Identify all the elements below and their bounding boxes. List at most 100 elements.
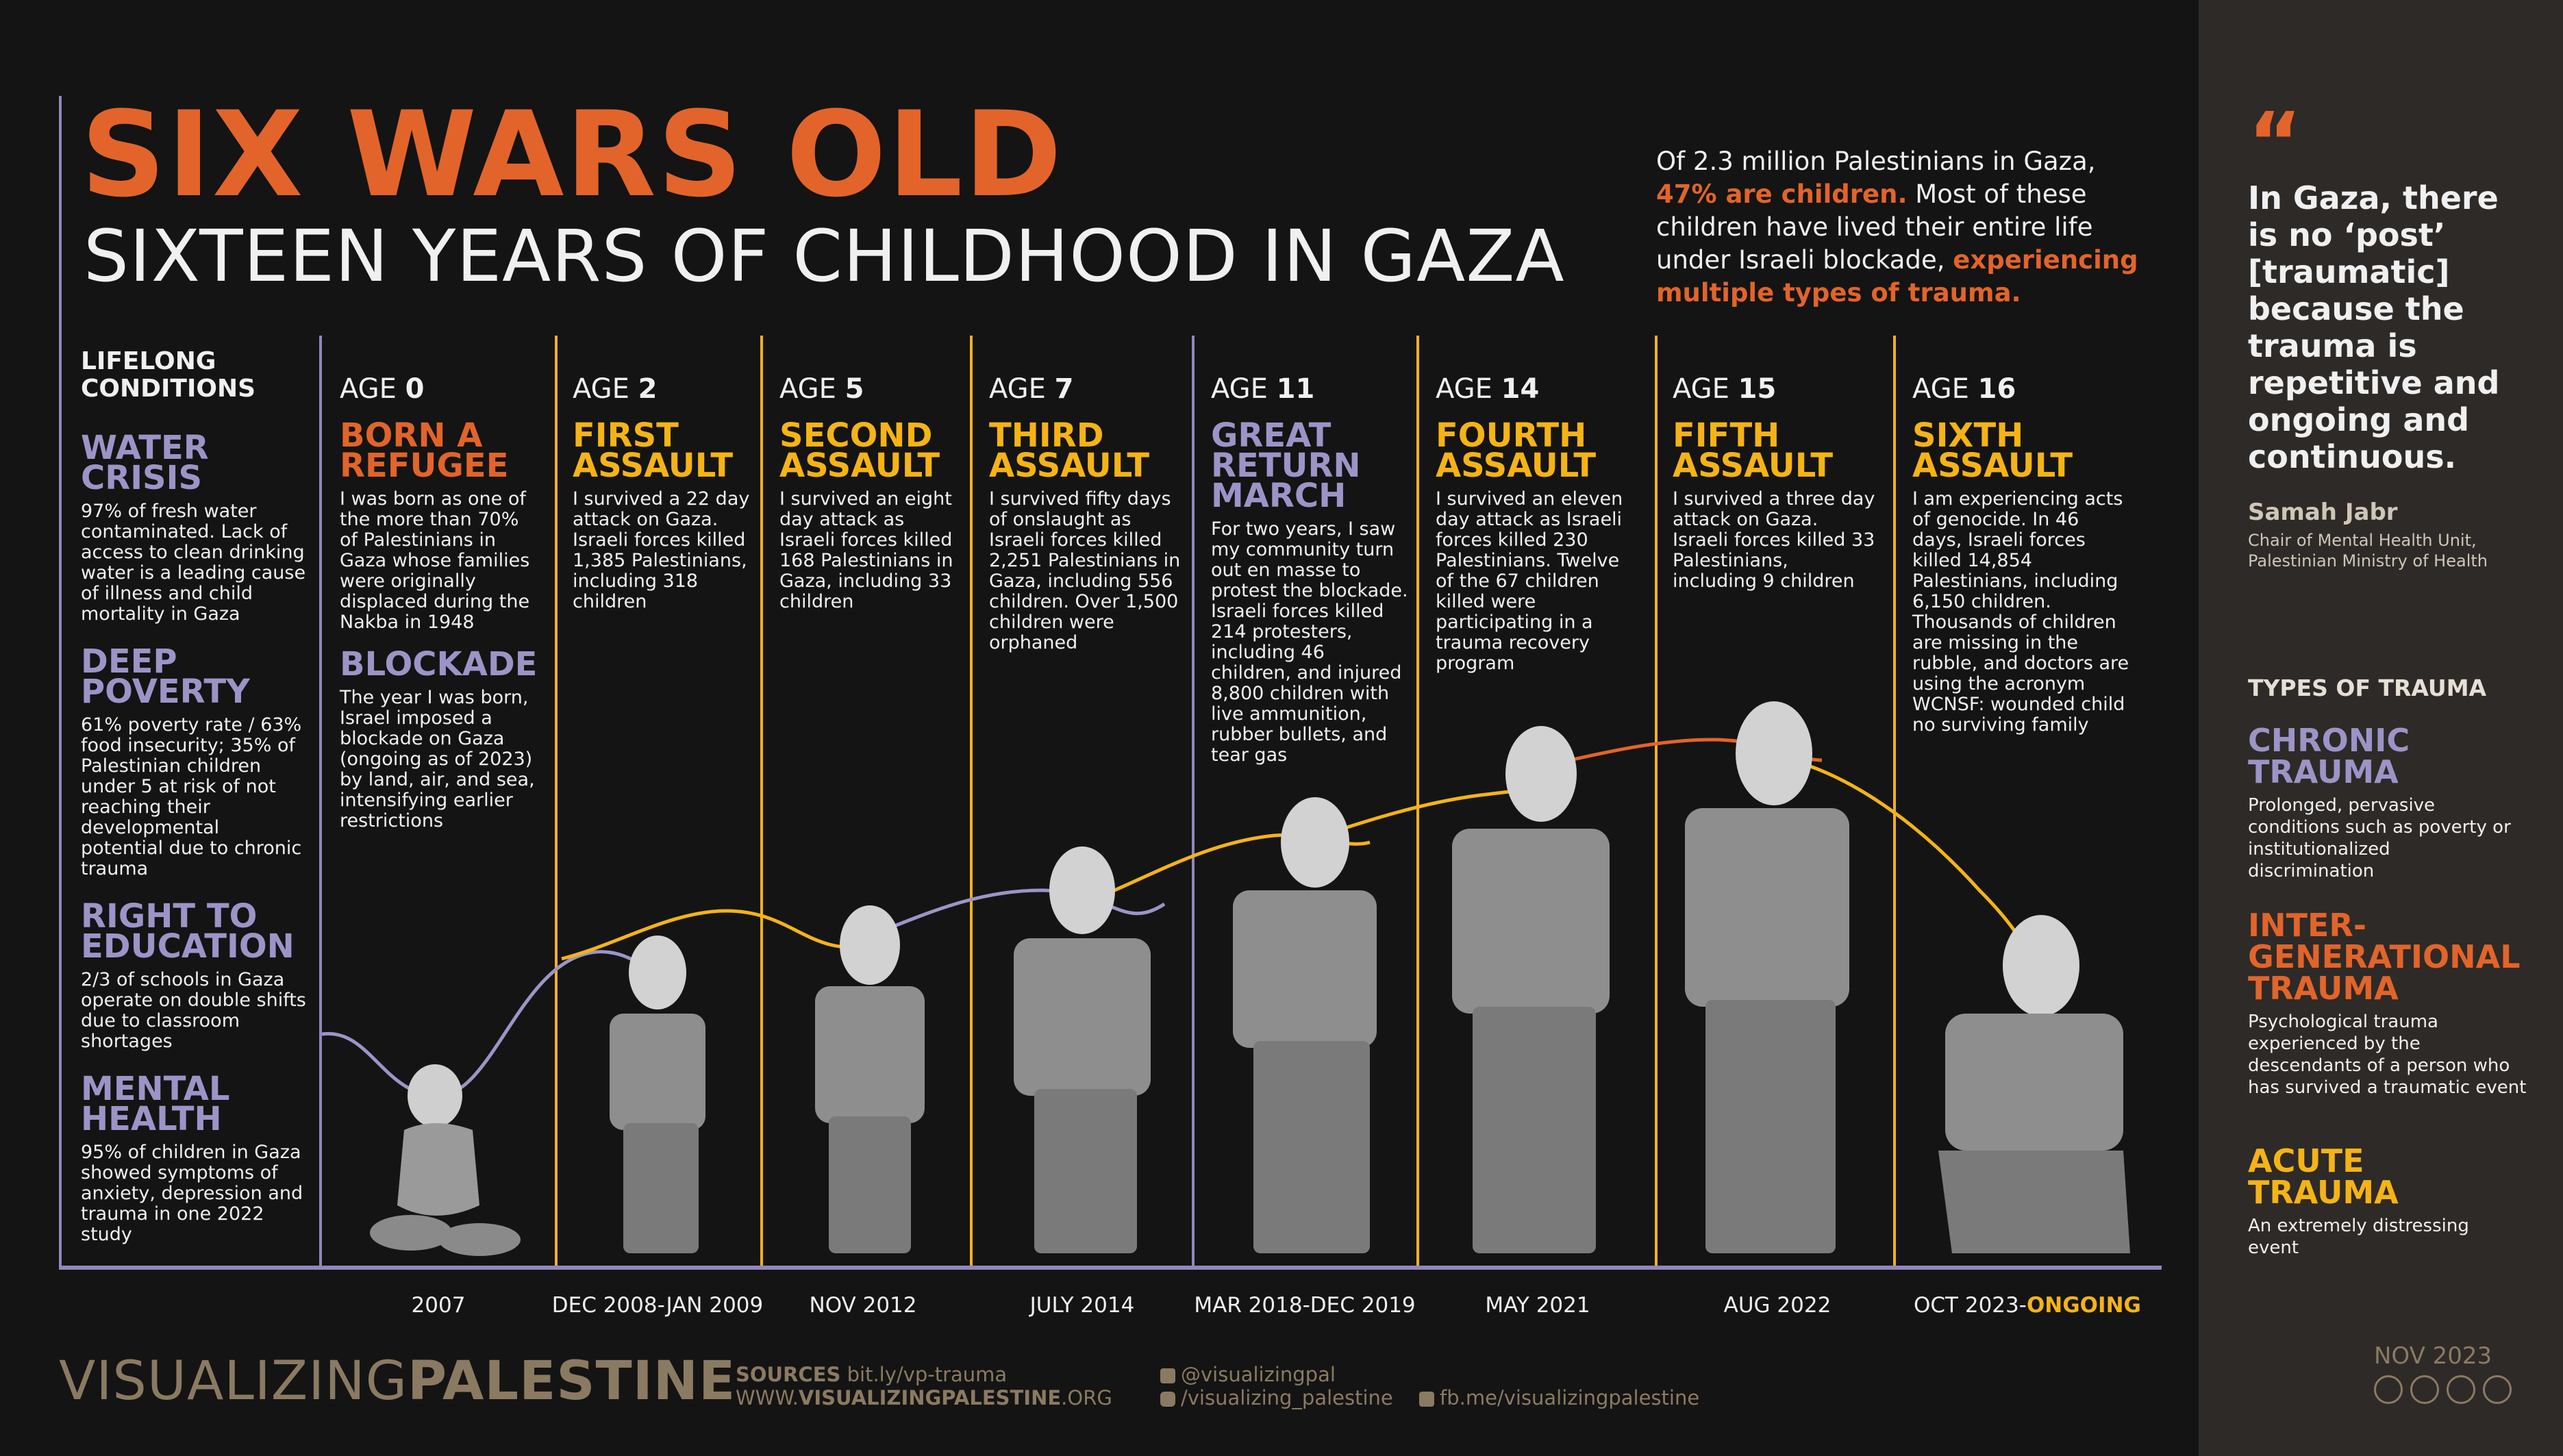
quote-author: Samah Jabr <box>2248 499 2398 526</box>
child-figure-age-2 <box>610 936 705 1253</box>
lifelong-heading: LIFELONG CONDITIONS <box>81 347 256 403</box>
age-number: 16 <box>1977 373 2016 405</box>
instagram-link[interactable]: /visualizing_palestine <box>1160 1386 1393 1409</box>
intro-highlight-1: 47% are children. <box>1656 179 1908 209</box>
event-body: For two years, I saw my community turn o… <box>1211 518 1408 766</box>
child-figure-age-15 <box>1685 701 1849 1253</box>
lifelong-title: MENTAL HEALTH <box>81 1070 230 1138</box>
intro-part-2: Most of these children have lived their … <box>1656 179 2093 275</box>
trauma-type-body: Prolonged, pervasive conditions such as … <box>2248 795 2511 881</box>
event-body-2: The year I was born, Israel imposed a bl… <box>340 687 535 831</box>
timeline-entry-age-14: AGE 14 FOURTH ASSAULT I survived an elev… <box>1436 375 1641 674</box>
footer-sources: SOURCES bit.ly/vp-trauma WWW.VISUALIZING… <box>736 1363 1112 1409</box>
head-mask <box>1281 797 1349 888</box>
age-label: AGE 7 <box>989 375 1188 403</box>
intro-highlight-2: experiencing multiple types of trauma. <box>1656 245 2138 307</box>
lifelong-title: DEEP POVERTY <box>81 642 250 711</box>
column-divider <box>1893 336 1896 1267</box>
event-title: SECOND ASSAULT <box>779 416 940 485</box>
age-label: AGE 15 <box>1673 375 1878 403</box>
body <box>610 1014 705 1130</box>
logo-light: VISUALIZING <box>59 1351 408 1412</box>
facebook-handle: fb.me/visualizingpalestine <box>1440 1386 1700 1409</box>
age-word: AGE <box>779 373 836 405</box>
event-title: FIRST ASSAULT <box>573 416 734 485</box>
lifelong-body: 97% of fresh water contaminated. Lack of… <box>81 501 306 625</box>
timeline-entry-age-11: AGE 11 GREAT RETURN MARCH For two years,… <box>1211 375 1410 766</box>
age-number: 5 <box>845 373 864 405</box>
event-title-2: BLOCKADE <box>340 645 538 683</box>
sources-label: SOURCES <box>736 1363 841 1386</box>
site-bold: VISUALIZINGPALESTINE <box>798 1386 1062 1409</box>
head-mask <box>1736 701 1812 805</box>
lifelong-item: MENTAL HEALTH 95% of children in Gaza sh… <box>81 1070 307 1245</box>
thread <box>862 888 1166 940</box>
body <box>1945 1014 2123 1151</box>
head-mask <box>1505 726 1577 822</box>
age-number: 14 <box>1501 373 1540 405</box>
sources-link[interactable]: bit.ly/vp-trauma <box>847 1363 1008 1386</box>
age-label: AGE 2 <box>573 375 758 403</box>
trauma-type-title: INTER-GENERATIONAL TRAUMA <box>2248 907 2521 1007</box>
timeline-baseline <box>59 1266 2162 1270</box>
website-link[interactable]: WWW.VISUALIZINGPALESTINE.ORG <box>736 1386 1112 1409</box>
age-label: AGE 0 <box>340 375 538 403</box>
lifelong-item: RIGHT TO EDUCATION 2/3 of schools in Gaz… <box>81 900 307 1052</box>
timeline-entry-age-2: AGE 2 FIRST ASSAULT I survived a 22 day … <box>573 375 758 612</box>
illustration-layer <box>321 701 2130 1256</box>
age-label: AGE 14 <box>1436 375 1641 403</box>
age-label: AGE 16 <box>1912 375 2131 403</box>
child-figure-age-11 <box>1233 797 1377 1253</box>
event-body: I was born as one of the more than 70% o… <box>340 488 530 633</box>
timeline-date-ongoing: OCT 2023-ONGOING <box>1904 1293 2151 1318</box>
logo-bold: PALESTINE <box>408 1351 736 1412</box>
intro-part-1: Of 2.3 million Palestinians in Gaza, <box>1656 147 2096 176</box>
body <box>397 1123 479 1216</box>
event-title: FOURTH ASSAULT <box>1436 416 1597 485</box>
timeline-date: DEC 2008-JAN 2009 <box>551 1293 764 1318</box>
age-word: AGE <box>340 373 397 405</box>
timeline-entry-age-5: AGE 5 SECOND ASSAULT I survived an eight… <box>779 375 966 612</box>
child-figure-age-7 <box>1014 846 1151 1253</box>
quote-icon: “ <box>2248 96 2302 191</box>
footer-logo: VISUALIZINGPALESTINE <box>59 1355 736 1408</box>
facebook-link[interactable]: fb.me/visualizingpalestine <box>1419 1386 1699 1409</box>
sa-icon <box>2483 1375 2512 1404</box>
quote-text: In Gaza, there is no ‘post’ [traumatic] … <box>2248 179 2500 475</box>
head-mask <box>408 1064 462 1127</box>
timeline-entry-age-16: AGE 16 SIXTH ASSAULT I am experiencing a… <box>1912 375 2131 736</box>
child-figure-age-5 <box>815 905 925 1253</box>
thread <box>1753 751 2029 953</box>
column-divider <box>1192 336 1195 1267</box>
page-title: SIX WARS OLD <box>81 86 1064 223</box>
by-icon <box>2410 1375 2440 1404</box>
event-body: I survived a three day attack on Gaza. I… <box>1673 488 1875 592</box>
head-mask <box>2003 915 2079 1016</box>
timeline-date: MAY 2021 <box>1485 1293 1590 1318</box>
trauma-type-title: ACUTE TRAUMA <box>2248 1142 2399 1211</box>
timeline-date: MAR 2018-DEC 2019 <box>1194 1293 1416 1318</box>
legs <box>623 1123 699 1253</box>
event-title: BORN A REFUGEE <box>340 416 509 485</box>
column-divider <box>1416 336 1419 1267</box>
trauma-type-body: Psychological trauma experienced by the … <box>2248 1012 2527 1098</box>
event-title: SIXTH ASSAULT <box>1912 416 2073 485</box>
legs <box>1938 1151 2130 1253</box>
trauma-type-body: An extremely distressing event <box>2248 1216 2469 1258</box>
facebook-icon <box>1419 1392 1434 1407</box>
timeline-entry-age-15: AGE 15 FIFTH ASSAULT I survived a three … <box>1673 375 1878 592</box>
types-of-trauma-heading: TYPES OF TRAUMA <box>2248 675 2487 701</box>
legs <box>1253 1041 1370 1253</box>
twitter-link[interactable]: @visualizingpal <box>1160 1363 1393 1386</box>
page-subtitle: SIXTEEN YEARS OF CHILDHOOD IN GAZA <box>84 214 1565 298</box>
body <box>1452 829 1610 1014</box>
event-title: THIRD ASSAULT <box>989 416 1150 485</box>
legs <box>1473 1007 1596 1253</box>
legs <box>829 1116 911 1253</box>
age-number: 15 <box>1738 373 1777 405</box>
column-divider <box>970 336 973 1267</box>
thread <box>561 909 877 961</box>
age-word: AGE <box>1211 373 1268 405</box>
child-figure-age-0 <box>370 1064 521 1256</box>
body <box>1685 808 1849 1007</box>
